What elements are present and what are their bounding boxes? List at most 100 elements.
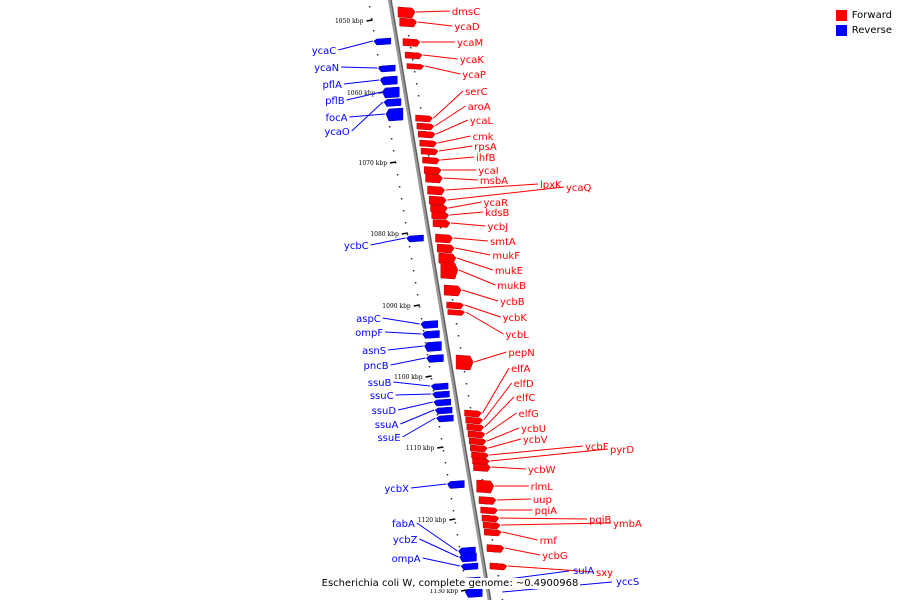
minor-tick <box>406 234 409 236</box>
minor-tick <box>436 414 439 416</box>
minor-tick <box>404 222 407 224</box>
reverse-gene-ompF <box>422 330 440 339</box>
forward-gene-ycaM <box>402 38 421 47</box>
reverse-gene-aspC <box>420 320 439 329</box>
forward-leader-line <box>499 517 588 520</box>
forward-gene-label: aroA <box>468 102 491 113</box>
forward-gene-elfC <box>466 423 485 432</box>
minor-tick <box>442 450 445 452</box>
forward-gene-ycaK <box>404 51 423 60</box>
reverse-leader-line <box>338 40 373 51</box>
forward-gene-label: msbA <box>480 176 508 187</box>
forward-gene-rmf <box>484 528 502 537</box>
minor-tick <box>417 95 420 97</box>
forward-gene-label: ycbL <box>505 330 529 341</box>
forward-gene-label: ycaI <box>478 166 499 177</box>
reverse-gene-ycbC <box>406 234 424 243</box>
scale-tick <box>437 446 444 449</box>
forward-gene-ycbF <box>471 451 489 460</box>
minor-tick <box>372 30 375 32</box>
forward-leader-line <box>455 247 491 256</box>
reverse-leader-line <box>343 79 380 85</box>
reverse-leader-line <box>416 522 458 552</box>
forward-gene-label: kdsB <box>485 208 509 219</box>
forward-gene-pyrD <box>472 457 490 466</box>
forward-leader-line <box>424 65 461 75</box>
forward-gene-label: mukE <box>495 266 523 277</box>
minor-tick <box>456 534 459 536</box>
minor-tick <box>462 570 465 572</box>
legend-forward: Forward <box>835 8 892 23</box>
reverse-gene-ssuC <box>432 390 450 399</box>
minor-tick <box>400 198 403 200</box>
forward-gene-dmsC <box>397 6 416 19</box>
minor-tick <box>440 438 443 440</box>
forward-gene-label: rmf <box>540 536 558 547</box>
reverse-gene-label: ycbZ <box>393 535 418 546</box>
reverse-gene-pflB <box>381 86 400 99</box>
reverse-gene-label: ssuC <box>370 391 394 402</box>
forward-gene-elfD <box>465 416 484 425</box>
forward-leader-line <box>447 186 565 201</box>
reverse-leader-line <box>382 317 420 325</box>
minor-tick <box>396 174 399 176</box>
scale-tick <box>366 19 373 22</box>
forward-leader-line <box>434 105 466 127</box>
reverse-gene-ompA <box>460 562 479 571</box>
genome-axis <box>387 0 492 600</box>
reverse-gene-label: ssuD <box>372 406 397 417</box>
forward-leader-line <box>450 222 486 227</box>
forward-leader-line <box>436 119 469 135</box>
reverse-leader-line <box>422 557 461 567</box>
minor-tick <box>428 366 431 368</box>
scale-tick-label: 1070 kbp <box>359 160 388 167</box>
forward-gene-ymbA <box>482 521 501 530</box>
forward-gene-label: ycaD <box>454 22 480 33</box>
forward-leader-line <box>456 257 493 271</box>
forward-leader-line <box>490 448 609 462</box>
scale-tick-label: 1100 kbp <box>394 374 423 381</box>
forward-gene-label: mukB <box>497 281 526 292</box>
forward-gene-ycaP <box>406 63 425 70</box>
scale-tick-label: 1090 kbp <box>382 303 411 310</box>
minor-tick <box>430 378 433 380</box>
forward-gene-label: ycbK <box>503 313 528 324</box>
forward-gene-label: ihfB <box>476 153 496 164</box>
forward-gene-label: ycaR <box>484 198 509 209</box>
minor-tick <box>450 498 453 500</box>
forward-gene-lpxK <box>427 185 445 196</box>
minor-tick <box>368 6 371 8</box>
reverse-gene-ssuE <box>436 414 454 423</box>
forward-gene-label: ycaM <box>457 38 483 49</box>
forward-gene-label: sxy <box>596 568 613 579</box>
reverse-gene-label: aspC <box>356 314 381 325</box>
reverse-gene-label: ycaO <box>324 127 350 138</box>
forward-gene-label: pqiB <box>589 515 611 526</box>
forward-gene-mukF <box>436 243 455 254</box>
forward-gene-label: elfA <box>511 364 530 375</box>
reverse-leader-line <box>385 331 422 335</box>
minor-tick <box>415 83 418 85</box>
minor-tick <box>454 522 457 524</box>
legend-reverse-label: Reverse <box>851 25 892 36</box>
forward-leader-line <box>488 438 522 449</box>
minor-tick <box>469 407 472 409</box>
forward-gene-ycbW <box>473 463 491 472</box>
minor-tick <box>378 66 381 68</box>
reverse-gene-label: ssuB <box>368 378 392 389</box>
reverse-gene-label: ompF <box>355 328 383 339</box>
legend: Forward Reverse <box>835 8 892 38</box>
minor-tick <box>388 126 391 128</box>
forward-gene-label: uup <box>533 495 552 506</box>
reverse-gene-label: ycbX <box>384 484 409 495</box>
forward-leader-line <box>507 565 595 573</box>
minor-tick <box>427 155 430 157</box>
genome-axis-edge <box>390 0 492 600</box>
reverse-gene-ycbX <box>447 480 465 489</box>
reverse-gene-ycaC <box>373 37 392 46</box>
reverse-gene-label: ssuE <box>377 433 400 444</box>
forward-gene-serC <box>415 114 433 123</box>
reverse-leader-line <box>397 401 433 411</box>
scale-tick <box>425 375 432 378</box>
forward-gene-ycbJ <box>432 219 451 228</box>
